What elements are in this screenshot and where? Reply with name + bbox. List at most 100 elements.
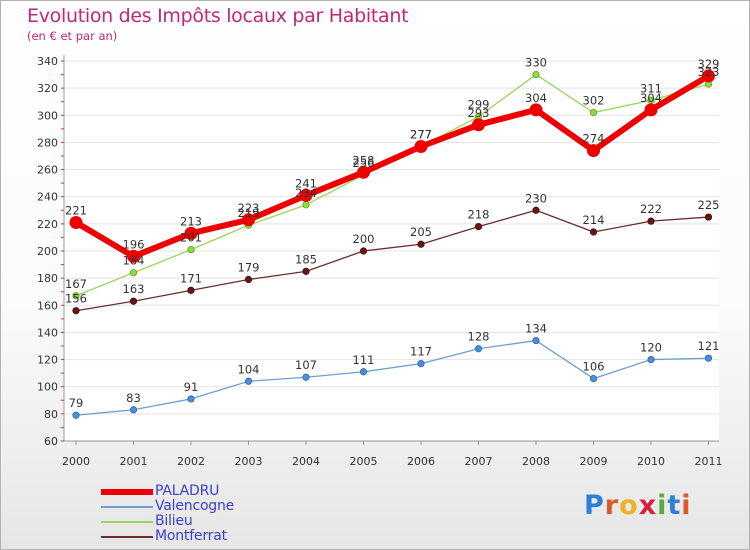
data-point-montferrat [417,240,425,248]
x-tick-labels: 2000 2001 2002 2003 2004 2005 2006 2007 2008 2009… [62,441,723,468]
data-point-valencogne [129,406,138,414]
data-label-montferrat: 185 [295,252,317,266]
x-tick-label: 2005 [350,455,378,468]
data-label-bilieu: 299 [468,98,490,112]
data-label-montferrat: 171 [180,271,202,285]
chart-subtitle: (en € et par an) [27,29,118,43]
data-label-paladru: 223 [238,201,260,215]
data-label-paladru: 293 [468,106,490,120]
data-label-paladru: 258 [353,153,375,167]
data-point-paladru [472,118,485,132]
x-tick-label: 2006 [407,455,435,468]
y-tick-label: 160 [37,299,58,312]
chart-title: Evolution des Impôts locaux par Habitant [27,5,409,27]
data-label-bilieu: 302 [583,94,605,108]
data-label-paladru: 241 [295,176,317,190]
data-label-valencogne: 121 [698,339,720,353]
data-point-paladru [529,103,543,117]
logo-letter: t [667,490,682,521]
x-tick-label: 2004 [292,455,320,468]
series-line-valencogne [75,339,709,416]
y-tick-label: 300 [37,109,58,122]
data-label-montferrat: 200 [353,232,375,246]
data-point-montferrat [589,228,598,236]
data-label-valencogne: 83 [126,391,141,405]
data-label-valencogne: 91 [184,380,199,394]
data-label-montferrat: 163 [123,282,145,296]
data-label-paladru: 196 [123,237,145,251]
y-tick-label: 320 [37,82,58,95]
data-point-paladru [127,249,140,263]
x-tick-label: 2010 [637,455,665,468]
data-point-montferrat [129,297,138,305]
data-point-bilieu [187,246,195,254]
legend-swatch [101,521,153,523]
y-tick-label: 240 [37,191,58,204]
legend-label: PALADRU [155,483,220,499]
logo-letter: r [604,490,620,521]
data-point-paladru [357,165,370,179]
data-point-montferrat [302,267,310,275]
x-tick-label: 2002 [177,455,205,468]
data-point-paladru [242,213,255,227]
data-label-montferrat: 179 [238,261,260,275]
data-label-bilieu: 330 [525,56,547,70]
data-label-valencogne: 104 [238,362,260,376]
data-point-montferrat [72,307,80,315]
data-point-paladru [414,140,428,153]
y-tick-label: 120 [37,354,58,367]
plot-area [64,59,719,441]
data-point-paladru [69,216,83,229]
legend-label: Montferrat [155,528,227,544]
data-label-montferrat: 218 [468,208,490,222]
data-point-bilieu [72,292,80,300]
data-point-bilieu [589,108,598,117]
legend-swatch [101,536,153,538]
logo-letter: x [638,490,658,521]
series-paladru [69,69,715,263]
data-point-valencogne [474,345,483,353]
y-tick-label: 180 [37,272,58,285]
y-tick-label: 100 [37,381,58,394]
y-tick-labels: 60 80 100 120 140 160 180 200 220 240 260 280 300 320… [37,55,58,448]
y-tick-label: 60 [44,435,58,448]
data-label-bilieu: 201 [180,231,202,245]
data-label-montferrat: 205 [410,225,432,239]
x-tick-label: 2008 [522,455,550,468]
data-label-bilieu: 277 [410,128,432,142]
data-label-bilieu: 234 [295,186,317,200]
data-label-montferrat: 230 [525,191,547,205]
y-tick-label: 140 [37,326,58,339]
data-label-bilieu: 311 [640,81,662,95]
data-label-bilieu: 167 [65,277,87,291]
y-tick-label: 340 [37,55,58,68]
data-label-paladru: 277 [410,128,432,142]
x-tick-label: 2000 [62,455,90,468]
data-point-montferrat [704,213,713,221]
data-point-montferrat [187,286,195,294]
data-label-bilieu: 256 [353,156,375,170]
x-tick-label: 2003 [235,455,263,468]
y-tick-label: 260 [37,164,58,177]
data-point-valencogne [417,360,425,368]
legend-label: Valencogne [155,498,235,514]
data-point-paladru [184,226,198,240]
data-label-paladru: 329 [698,57,720,71]
data-point-bilieu [302,201,310,209]
data-point-montferrat [474,222,483,231]
y-tick-label: 80 [44,408,58,421]
data-point-valencogne [72,411,80,419]
y-gridlines [64,60,719,442]
series-bilieu [72,70,713,300]
series-valencogne [72,336,713,419]
data-point-bilieu [532,70,540,79]
logo-letter: i [681,490,692,521]
data-label-valencogne: 107 [295,358,317,372]
data-point-montferrat [532,206,540,214]
logo-letter: o [619,490,639,521]
proxiti-logo: Proxiti [584,490,692,521]
data-point-valencogne [244,377,253,385]
y-tick-label: 280 [37,136,58,149]
x-tick-label: 2009 [580,455,608,468]
data-label-valencogne: 134 [525,322,547,336]
